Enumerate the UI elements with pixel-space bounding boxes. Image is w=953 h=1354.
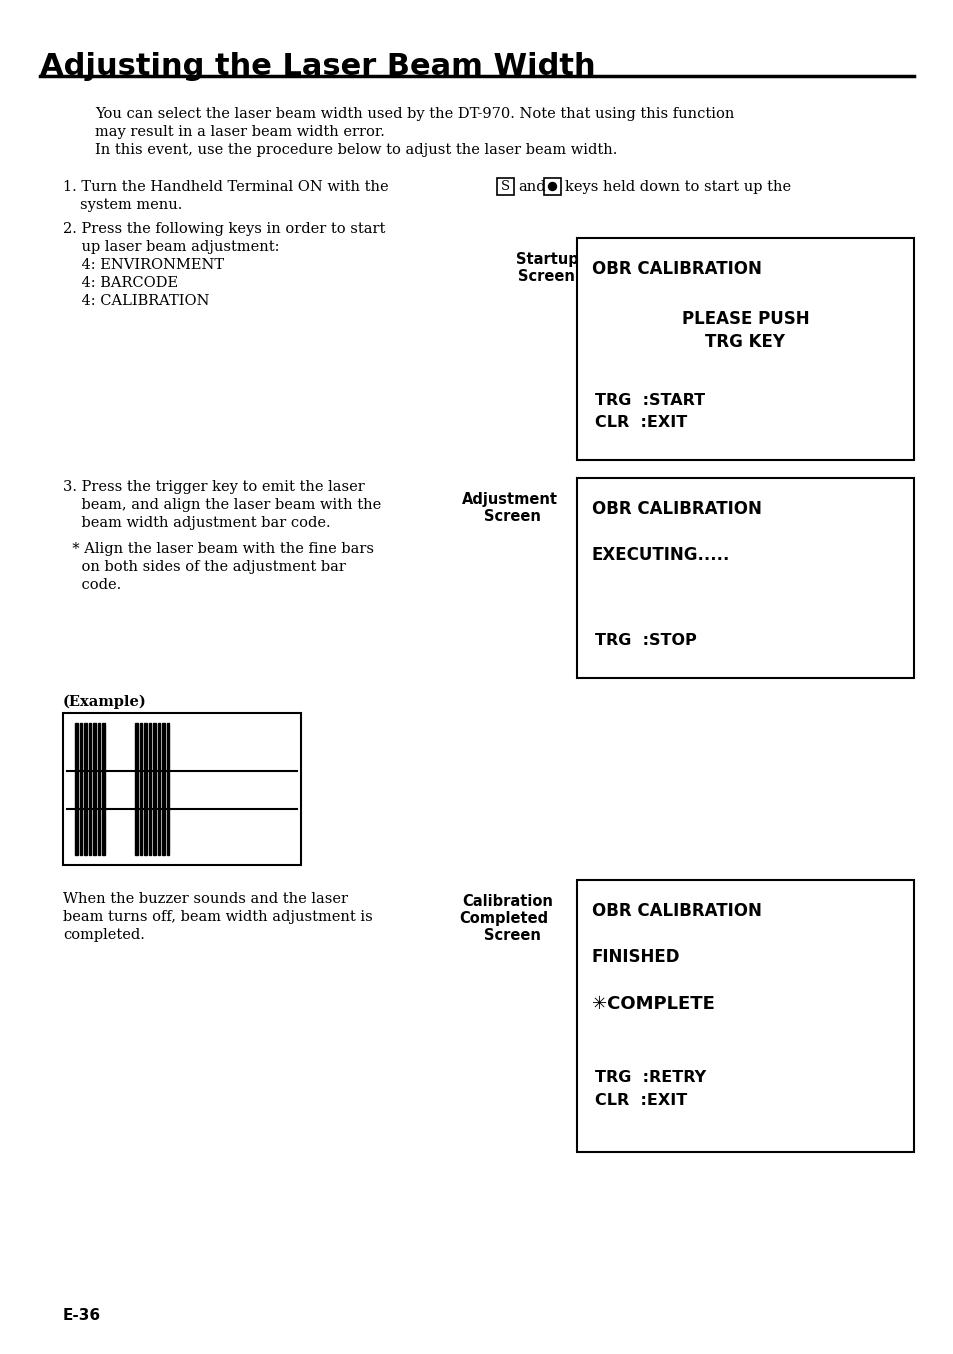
Text: OBR CALIBRATION: OBR CALIBRATION: [592, 902, 761, 919]
Bar: [497, 177, 514, 195]
Text: (Example): (Example): [63, 695, 147, 709]
Text: and: and: [517, 180, 545, 194]
Bar: [135, 723, 138, 854]
Circle shape: [548, 183, 556, 191]
Bar: [75, 723, 78, 854]
Text: CLR  :EXIT: CLR :EXIT: [595, 1093, 686, 1108]
Text: beam turns off, beam width adjustment is: beam turns off, beam width adjustment is: [63, 910, 373, 923]
Bar: [140, 723, 142, 854]
Bar: [80, 723, 82, 854]
Text: on both sides of the adjustment bar: on both sides of the adjustment bar: [63, 561, 346, 574]
Bar: [144, 723, 147, 854]
Bar: [158, 723, 160, 854]
Text: FINISHED: FINISHED: [592, 948, 679, 965]
Text: may result in a laser beam width error.: may result in a laser beam width error.: [95, 125, 384, 139]
Bar: [167, 723, 169, 854]
Text: S: S: [500, 180, 510, 194]
Text: Screen: Screen: [483, 509, 540, 524]
Bar: [84, 723, 87, 854]
Bar: [63, 714, 301, 865]
Text: Adjustment: Adjustment: [461, 492, 558, 506]
Text: TRG KEY: TRG KEY: [705, 333, 784, 351]
Text: CLR  :EXIT: CLR :EXIT: [595, 414, 686, 431]
Text: When the buzzer sounds and the laser: When the buzzer sounds and the laser: [63, 892, 348, 906]
Bar: [577, 880, 913, 1152]
Text: E-36: E-36: [63, 1308, 101, 1323]
Text: ✳COMPLETE: ✳COMPLETE: [592, 995, 714, 1013]
Text: code.: code.: [63, 578, 121, 592]
Text: * Align the laser beam with the fine bars: * Align the laser beam with the fine bar…: [63, 542, 374, 556]
Text: system menu.: system menu.: [80, 198, 182, 213]
Text: EXECUTING.....: EXECUTING.....: [592, 546, 730, 565]
Text: 4: ENVIRONMENT: 4: ENVIRONMENT: [63, 259, 224, 272]
Text: OBR CALIBRATION: OBR CALIBRATION: [592, 260, 761, 278]
Bar: [152, 723, 156, 854]
Text: beam, and align the laser beam with the: beam, and align the laser beam with the: [63, 498, 381, 512]
Text: 4: CALIBRATION: 4: CALIBRATION: [63, 294, 210, 307]
Bar: [102, 723, 105, 854]
Text: 4: BARCODE: 4: BARCODE: [63, 276, 178, 290]
Bar: [577, 478, 913, 678]
Text: Startup: Startup: [516, 252, 578, 267]
Text: TRG  :RETRY: TRG :RETRY: [595, 1070, 705, 1085]
Text: 3. Press the trigger key to emit the laser: 3. Press the trigger key to emit the las…: [63, 481, 364, 494]
Text: beam width adjustment bar code.: beam width adjustment bar code.: [63, 516, 331, 529]
Text: In this event, use the procedure below to adjust the laser beam width.: In this event, use the procedure below t…: [95, 144, 617, 157]
Text: TRG  :START: TRG :START: [595, 393, 704, 408]
Bar: [149, 723, 151, 854]
Text: OBR CALIBRATION: OBR CALIBRATION: [592, 500, 761, 519]
Text: 1. Turn the Handheld Terminal ON with the: 1. Turn the Handheld Terminal ON with th…: [63, 180, 388, 194]
Text: You can select the laser beam width used by the DT-970. Note that using this fun: You can select the laser beam width used…: [95, 107, 734, 121]
Text: keys held down to start up the: keys held down to start up the: [564, 180, 790, 194]
Text: PLEASE PUSH: PLEASE PUSH: [681, 310, 808, 328]
Text: up laser beam adjustment:: up laser beam adjustment:: [63, 240, 279, 255]
Text: Completed: Completed: [458, 911, 548, 926]
Bar: [98, 723, 100, 854]
Bar: [543, 177, 560, 195]
Text: TRG  :STOP: TRG :STOP: [595, 634, 696, 649]
Bar: [577, 238, 913, 460]
Text: 2. Press the following keys in order to start: 2. Press the following keys in order to …: [63, 222, 385, 236]
Text: Screen: Screen: [517, 269, 575, 284]
Bar: [89, 723, 91, 854]
Text: Screen: Screen: [483, 927, 540, 942]
Text: completed.: completed.: [63, 927, 145, 942]
Bar: [92, 723, 96, 854]
Text: Calibration: Calibration: [461, 894, 553, 909]
Bar: [162, 723, 165, 854]
Text: Adjusting the Laser Beam Width: Adjusting the Laser Beam Width: [40, 51, 595, 81]
